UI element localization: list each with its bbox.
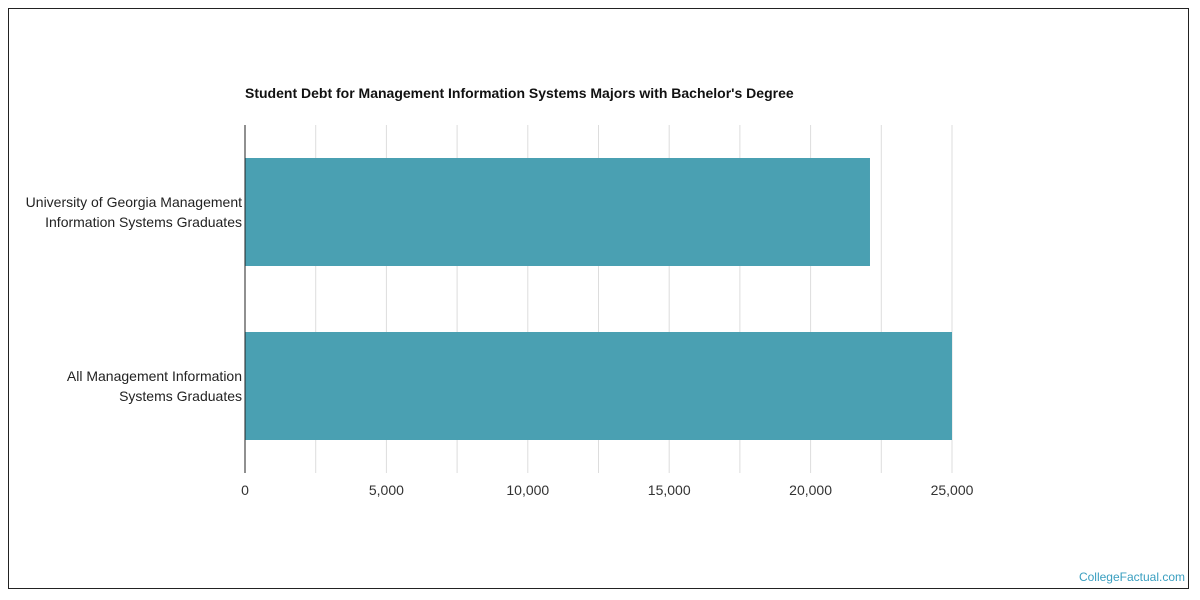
category-label: Systems Graduates — [119, 388, 242, 404]
x-tick-label: 15,000 — [648, 482, 691, 498]
x-tick-label: 0 — [241, 482, 249, 498]
x-tick-label: 10,000 — [506, 482, 549, 498]
category-label: All Management Information — [67, 368, 242, 384]
x-tick-label: 25,000 — [931, 482, 974, 498]
x-tick-labels: 0 5,000 10,000 15,000 20,000 25,000 — [241, 482, 974, 498]
category-label: University of Georgia Management — [26, 194, 242, 210]
category-labels: University of Georgia Management Informat… — [26, 194, 242, 404]
watermark: CollegeFactual.com — [1078, 570, 1185, 584]
chart-title: Student Debt for Management Information … — [245, 85, 794, 101]
x-tick-label: 20,000 — [789, 482, 832, 498]
bar — [245, 332, 952, 440]
category-label: Information Systems Graduates — [45, 214, 242, 230]
bar — [245, 158, 870, 266]
x-tick-label: 5,000 — [369, 482, 404, 498]
bars — [245, 158, 952, 440]
